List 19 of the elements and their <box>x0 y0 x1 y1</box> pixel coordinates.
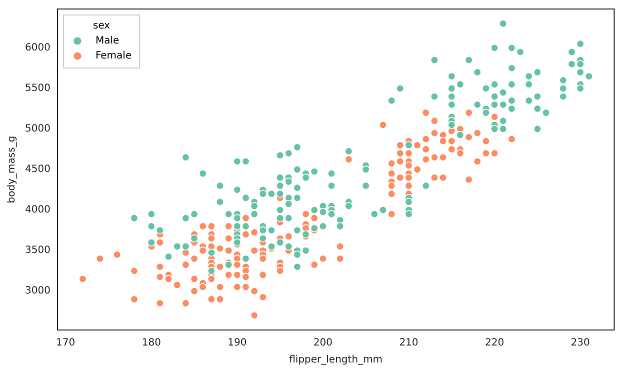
legend-label: Male <box>95 36 120 47</box>
legend-title: sex <box>92 20 110 32</box>
x-tick-label: 220 <box>484 338 504 349</box>
x-tick-label: 170 <box>56 338 76 349</box>
x-axis-title: flipper_length_mm <box>289 354 383 366</box>
x-tick-label: 180 <box>142 338 161 349</box>
x-tick-label: 210 <box>399 338 418 349</box>
x-tick-label: 190 <box>228 338 247 349</box>
legend-label: Female <box>95 50 132 62</box>
y-tick-label: 4000 <box>24 204 50 216</box>
y-tick-label: 5500 <box>24 83 50 94</box>
y-tick-label: 3500 <box>24 245 50 256</box>
y-tick-label: 5000 <box>24 124 50 135</box>
y-tick-label: 4500 <box>24 164 50 176</box>
y-axis-title: body_mass_g <box>6 136 18 204</box>
x-tick-label: 230 <box>570 338 590 349</box>
y-tick-label: 3000 <box>24 286 50 297</box>
x-tick-label: 200 <box>313 338 333 349</box>
y-tick-label: 6000 <box>24 42 50 54</box>
